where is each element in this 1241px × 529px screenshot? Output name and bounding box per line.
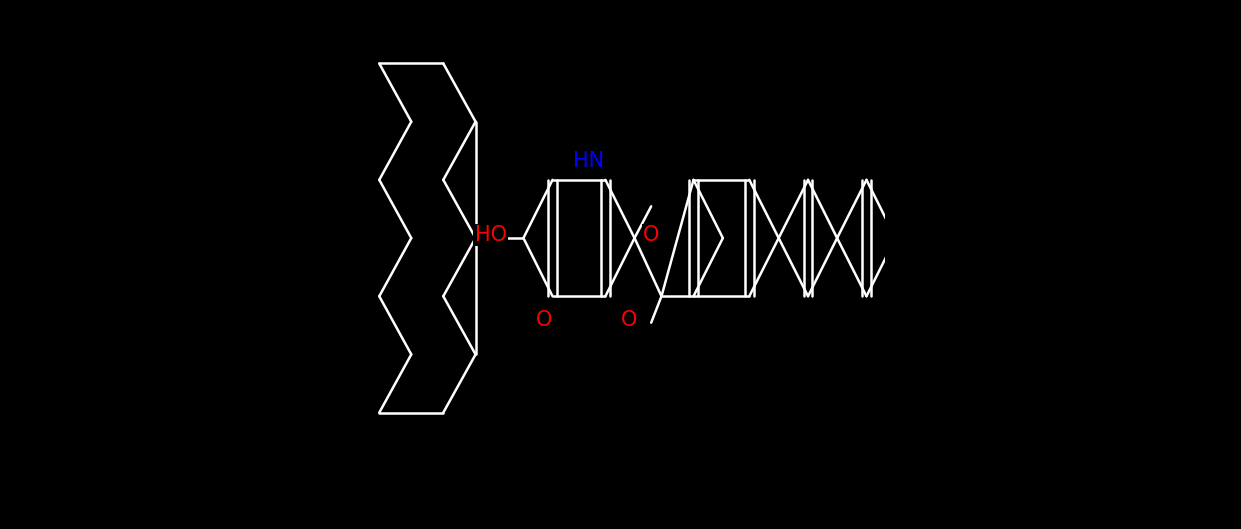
- Text: HN: HN: [573, 151, 604, 171]
- Text: HO: HO: [474, 225, 506, 245]
- Text: O: O: [643, 225, 659, 245]
- Text: O: O: [620, 310, 637, 330]
- Text: O: O: [536, 310, 552, 330]
